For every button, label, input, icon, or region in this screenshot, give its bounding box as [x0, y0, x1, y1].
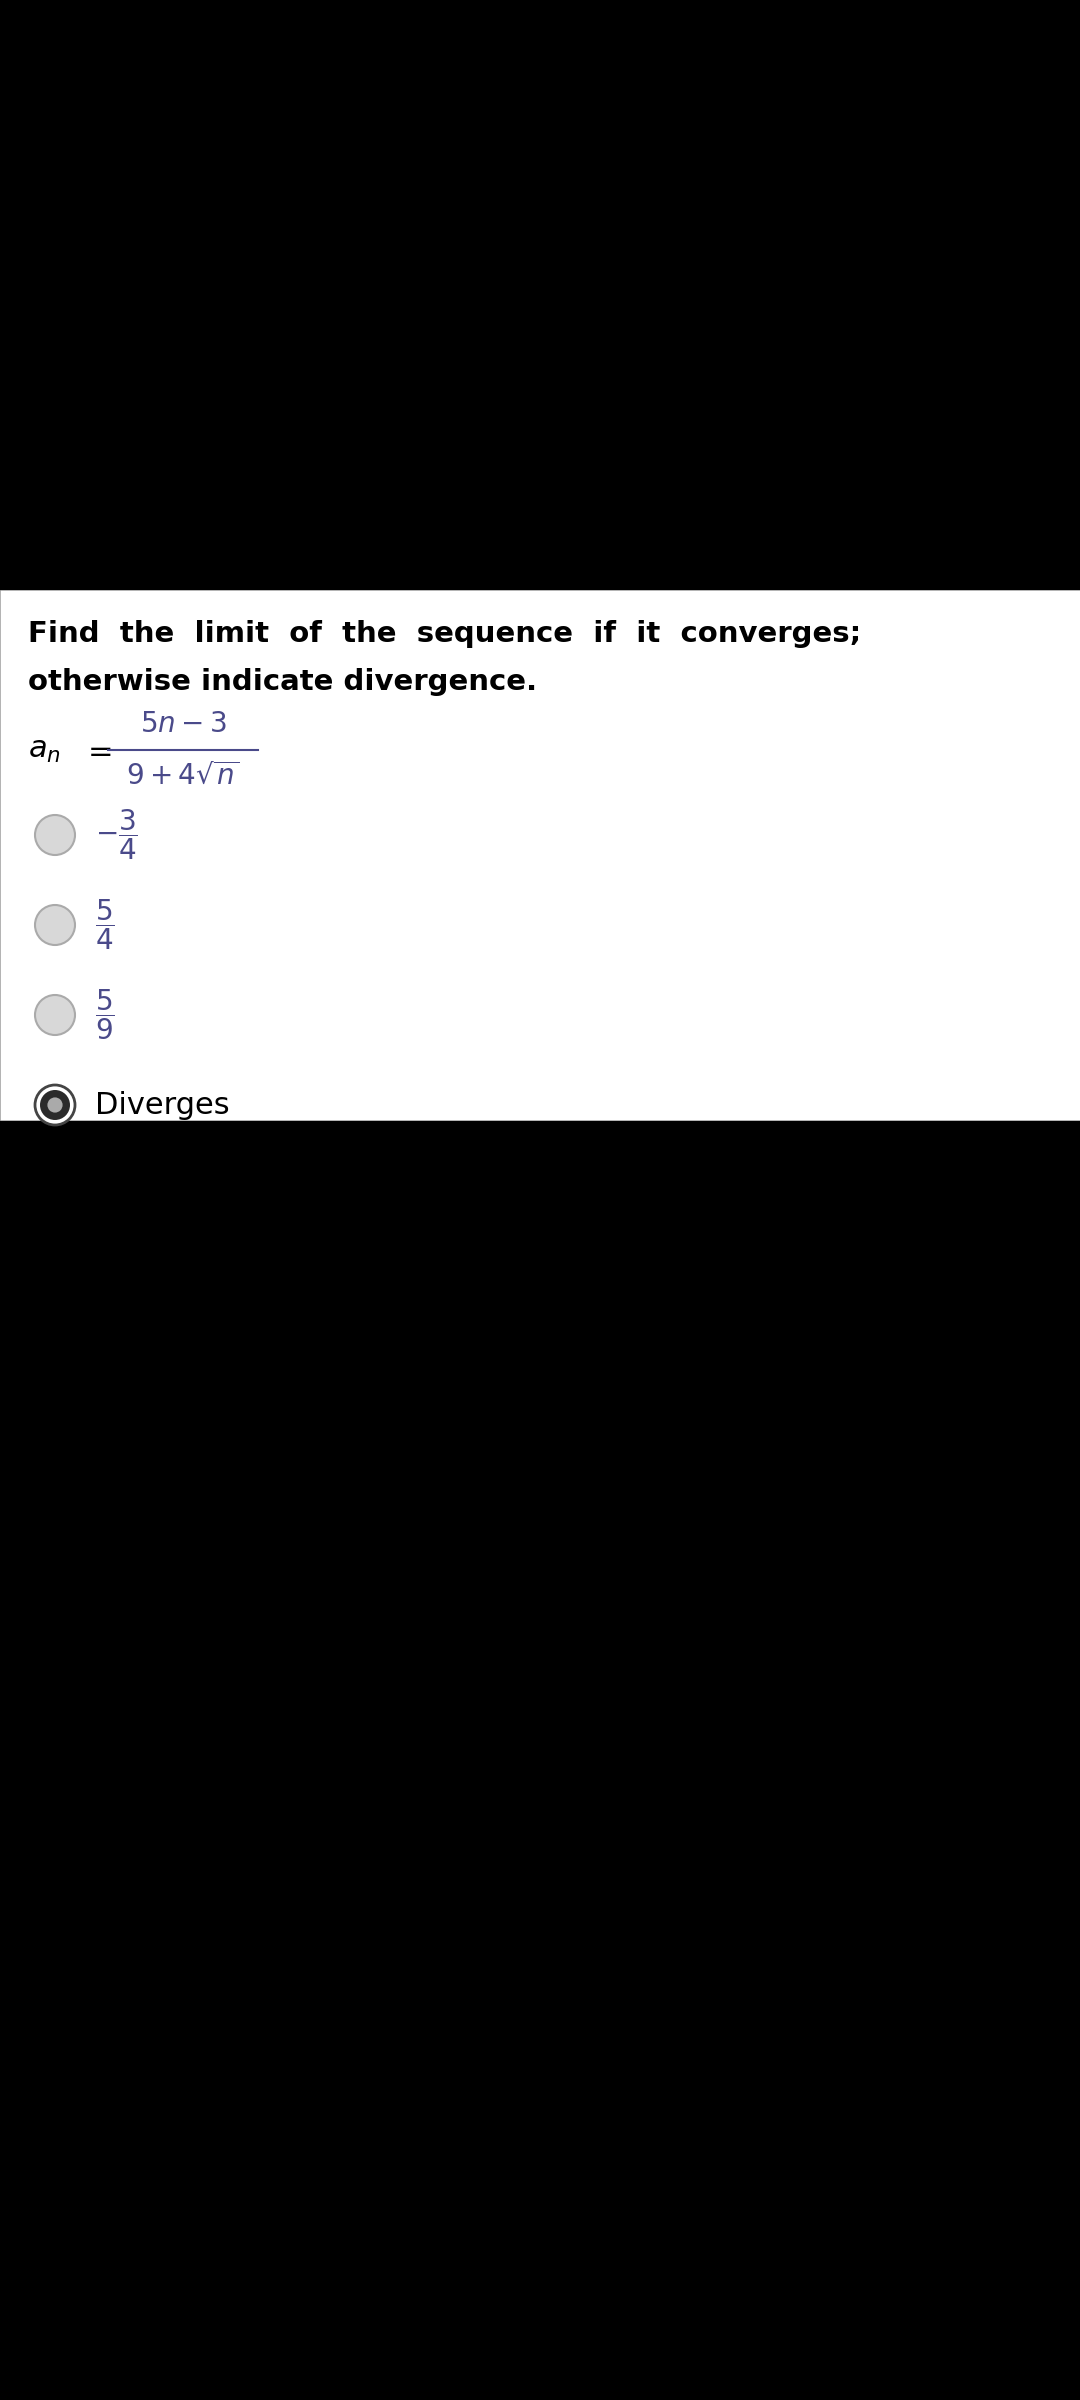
Text: Find  the  limit  of  the  sequence  if  it  converges;: Find the limit of the sequence if it con… — [28, 619, 861, 648]
Text: $\dfrac{5}{4}$: $\dfrac{5}{4}$ — [95, 898, 114, 953]
Text: Diverges: Diverges — [95, 1090, 230, 1118]
Text: $-\dfrac{3}{4}$: $-\dfrac{3}{4}$ — [95, 809, 138, 862]
Text: otherwise indicate divergence.: otherwise indicate divergence. — [28, 667, 537, 696]
Text: $9 + 4\sqrt{n}$: $9 + 4\sqrt{n}$ — [126, 763, 240, 790]
Text: $\dfrac{5}{9}$: $\dfrac{5}{9}$ — [95, 989, 114, 1042]
Circle shape — [48, 1097, 63, 1114]
Text: $a_n$: $a_n$ — [28, 734, 60, 766]
Text: $=$: $=$ — [82, 734, 112, 766]
FancyBboxPatch shape — [0, 590, 1080, 1121]
Circle shape — [35, 905, 75, 946]
Circle shape — [35, 1085, 75, 1126]
Circle shape — [35, 996, 75, 1034]
Circle shape — [35, 816, 75, 854]
Text: $5n - 3$: $5n - 3$ — [139, 710, 227, 739]
Circle shape — [40, 1090, 70, 1121]
